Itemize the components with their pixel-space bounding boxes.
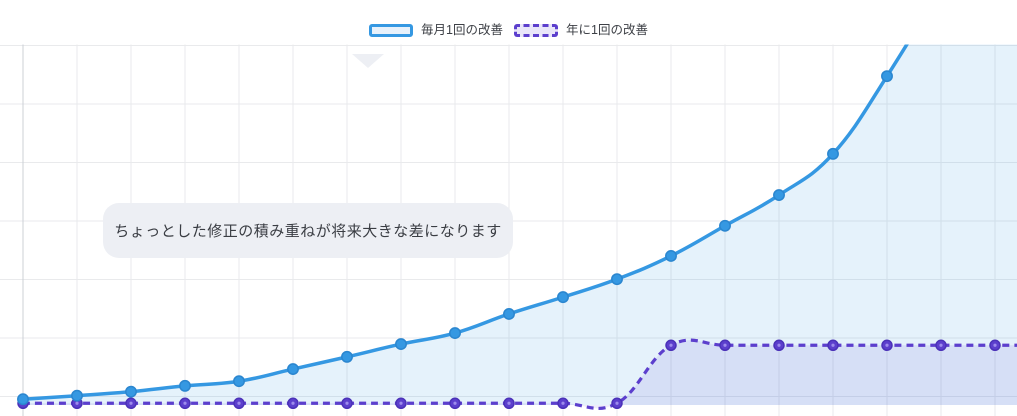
point-yearly-center-dot xyxy=(291,401,295,405)
point-yearly-center-dot xyxy=(777,343,781,347)
legend-label-yearly: 年に1回の改善 xyxy=(566,23,648,37)
chart-legend: 毎月1回の改善 年に1回の改善 xyxy=(0,21,1017,39)
point-yearly-center-dot xyxy=(129,401,133,405)
point-yearly-center-dot xyxy=(75,401,79,405)
area-yearly xyxy=(23,340,1017,409)
point-monthly-1[interactable] xyxy=(71,389,83,402)
point-yearly-center-dot xyxy=(669,343,673,347)
point-monthly-6[interactable] xyxy=(341,350,353,363)
point-yearly-center-dot xyxy=(723,343,727,347)
point-monthly-10[interactable] xyxy=(557,291,569,304)
legend-label-monthly: 毎月1回の改善 xyxy=(421,23,503,37)
point-monthly-3[interactable] xyxy=(179,379,191,392)
area-monthly xyxy=(23,44,1017,405)
legend-item-yearly[interactable]: 年に1回の改善 xyxy=(514,23,648,37)
point-monthly-2[interactable] xyxy=(125,385,137,398)
point-monthly-5[interactable] xyxy=(287,363,299,375)
legend-swatch-monthly xyxy=(369,23,414,37)
point-monthly-0[interactable] xyxy=(17,393,29,406)
point-monthly-7[interactable] xyxy=(395,338,407,351)
point-monthly-12[interactable] xyxy=(665,249,677,262)
point-yearly-center-dot xyxy=(561,401,565,405)
annotation-bubble: ちょっとした修正の積み重ねが将来大きな差になります xyxy=(103,203,513,258)
point-yearly-center-dot xyxy=(831,343,835,347)
plot-area xyxy=(17,44,1017,410)
point-monthly-14[interactable] xyxy=(773,189,785,201)
legend-swatch-yearly xyxy=(514,23,558,37)
point-yearly-center-dot xyxy=(399,401,403,405)
legend-item-monthly[interactable]: 毎月1回の改善 xyxy=(369,23,503,37)
point-monthly-15[interactable] xyxy=(827,147,839,160)
point-monthly-4[interactable] xyxy=(233,375,245,388)
annotation-bubble-tail xyxy=(352,54,384,68)
point-monthly-11[interactable] xyxy=(611,273,623,286)
point-yearly-center-dot xyxy=(507,401,511,405)
point-yearly-center-dot xyxy=(615,401,619,405)
point-monthly-8[interactable] xyxy=(449,327,461,340)
annotation-text: ちょっとした修正の積み重ねが将来大きな差になります xyxy=(114,223,502,240)
point-monthly-13[interactable] xyxy=(719,219,731,232)
point-yearly-center-dot xyxy=(993,343,997,347)
point-yearly-center-dot xyxy=(939,343,943,347)
point-yearly-center-dot xyxy=(885,343,889,347)
point-yearly-center-dot xyxy=(453,401,457,405)
point-monthly-9[interactable] xyxy=(503,307,515,320)
point-monthly-16[interactable] xyxy=(881,70,893,83)
point-yearly-center-dot xyxy=(345,401,349,405)
point-yearly-center-dot xyxy=(183,401,187,405)
point-yearly-center-dot xyxy=(237,401,241,405)
